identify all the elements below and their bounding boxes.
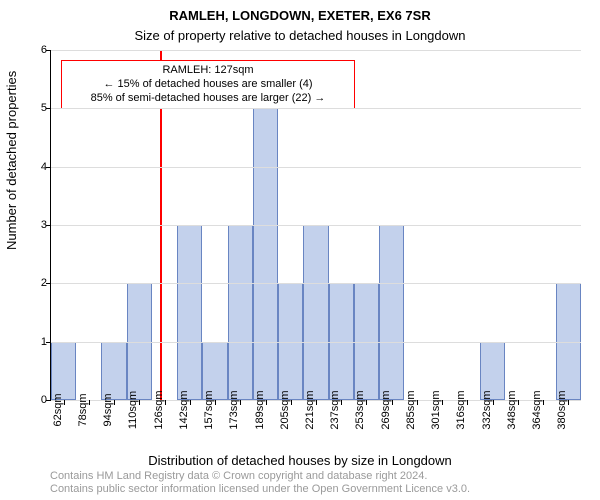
xtick-mark — [139, 400, 140, 405]
xtick-label: 237sqm — [329, 390, 341, 429]
ytick-label: 0 — [29, 394, 47, 406]
xtick-label: 364sqm — [531, 390, 543, 429]
xtick-label: 316sqm — [455, 390, 467, 429]
xtick-mark — [467, 400, 468, 405]
xtick-mark — [316, 400, 317, 405]
xtick-label: 173sqm — [228, 390, 240, 429]
bar — [303, 225, 328, 400]
ytick-label: 4 — [29, 161, 47, 173]
ytick-label: 6 — [29, 44, 47, 56]
gridline-h — [51, 283, 581, 284]
bar — [51, 342, 76, 400]
xtick-mark — [215, 400, 216, 405]
xtick-label: 205sqm — [279, 390, 291, 429]
xtick-label: 285sqm — [405, 390, 417, 429]
gridline-h — [51, 167, 581, 168]
y-axis-label: Number of detached properties — [4, 71, 19, 250]
xtick-label: 94sqm — [102, 393, 114, 426]
gridline-h — [51, 225, 581, 226]
callout-larger-line: 85% of semi-detached houses are larger (… — [68, 92, 348, 106]
bar — [228, 225, 253, 400]
xtick-mark — [543, 400, 544, 405]
xtick-label: 253sqm — [354, 390, 366, 429]
plot-area: RAMLEH: 127sqm ← 15% of detached houses … — [50, 50, 581, 401]
xtick-label: 189sqm — [254, 390, 266, 429]
xtick-label: 380sqm — [556, 390, 568, 429]
marker-callout-box: RAMLEH: 127sqm ← 15% of detached houses … — [61, 60, 355, 109]
chart-subtitle: Size of property relative to detached ho… — [0, 28, 600, 43]
bar — [101, 342, 126, 400]
ytick-label: 3 — [29, 219, 47, 231]
xtick-label: 269sqm — [380, 390, 392, 429]
xtick-label: 332sqm — [481, 390, 493, 429]
xtick-label: 126sqm — [153, 390, 165, 429]
xtick-mark — [341, 400, 342, 405]
xtick-label: 157sqm — [203, 390, 215, 429]
gridline-h — [51, 50, 581, 51]
xtick-label: 221sqm — [304, 390, 316, 429]
ytick-label: 2 — [29, 277, 47, 289]
xtick-mark — [417, 400, 418, 405]
xtick-mark — [518, 400, 519, 405]
xtick-mark — [114, 400, 115, 405]
ytick-label: 5 — [29, 102, 47, 114]
attribution-line-1: Contains HM Land Registry data © Crown c… — [50, 470, 470, 483]
x-axis-label: Distribution of detached houses by size … — [0, 453, 600, 468]
xtick-mark — [568, 400, 569, 405]
xtick-mark — [442, 400, 443, 405]
callout-smaller-line: ← 15% of detached houses are smaller (4) — [68, 78, 348, 92]
callout-title: RAMLEH: 127sqm — [68, 64, 348, 78]
gridline-h — [51, 342, 581, 343]
bar — [177, 225, 202, 400]
bar — [379, 225, 404, 400]
property-size-histogram: RAMLEH, LONGDOWN, EXETER, EX6 7SR Size o… — [0, 0, 600, 500]
chart-title-address: RAMLEH, LONGDOWN, EXETER, EX6 7SR — [0, 8, 600, 23]
ytick-label: 1 — [29, 336, 47, 348]
attribution-text: Contains HM Land Registry data © Crown c… — [50, 470, 470, 496]
attribution-line-2: Contains public sector information licen… — [50, 483, 470, 496]
xtick-label: 348sqm — [506, 390, 518, 429]
xtick-label: 301sqm — [430, 390, 442, 429]
xtick-label: 62sqm — [52, 393, 64, 426]
xtick-label: 78sqm — [77, 393, 89, 426]
bar — [253, 108, 278, 400]
xtick-label: 142sqm — [178, 390, 190, 429]
xtick-mark — [366, 400, 367, 405]
xtick-mark — [240, 400, 241, 405]
gridline-h — [51, 108, 581, 109]
xtick-label: 110sqm — [127, 391, 139, 429]
